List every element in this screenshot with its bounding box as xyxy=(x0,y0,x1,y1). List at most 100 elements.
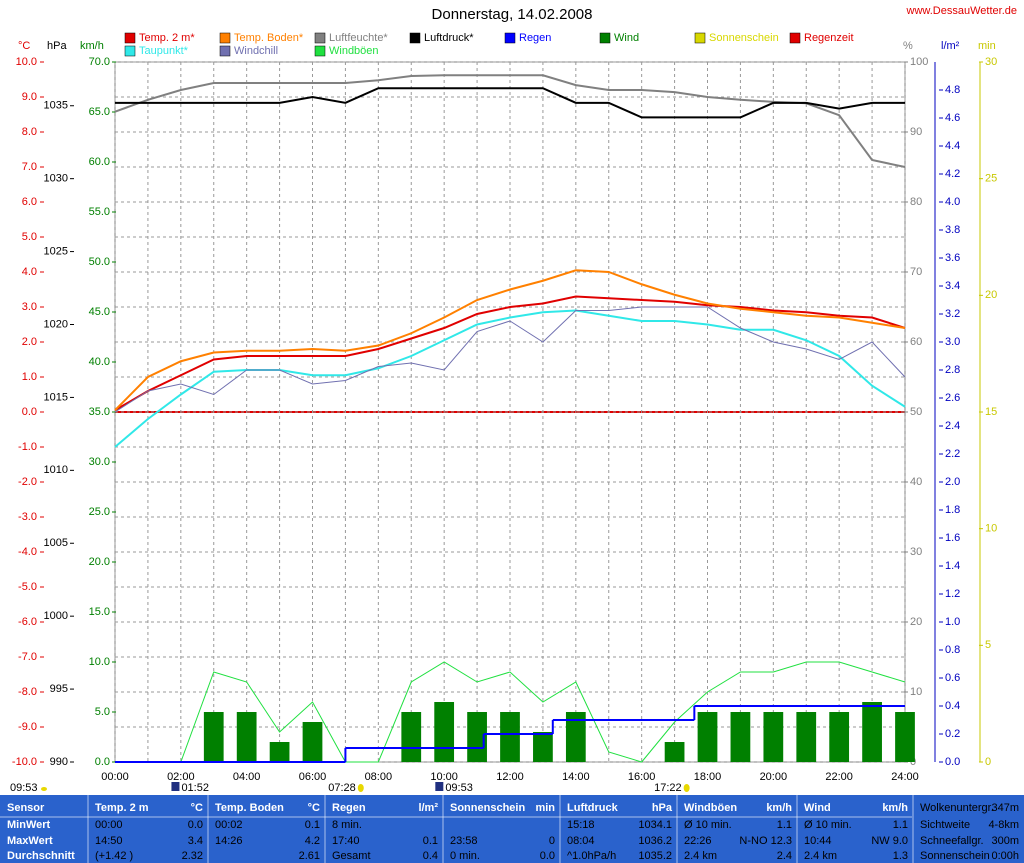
table-header: min xyxy=(535,802,555,814)
y-tick-label: 25.0 xyxy=(89,506,110,518)
table-cell: N-NO 12.3 xyxy=(739,835,792,847)
x-tick-label: 10:00 xyxy=(430,771,458,783)
wind-bar xyxy=(434,702,455,762)
y-tick-label: -5.0 xyxy=(18,581,37,593)
table-cell: 8 min. xyxy=(332,819,362,831)
moon-icon xyxy=(171,782,180,791)
legend-swatch xyxy=(409,32,421,44)
legend-swatch xyxy=(789,32,801,44)
y-tick-label: 0.4 xyxy=(945,700,960,712)
series-line xyxy=(114,306,906,413)
x-tick-label: 14:00 xyxy=(562,771,590,783)
legend-swatch xyxy=(314,45,326,57)
legend-label: Luftdruck* xyxy=(424,32,474,44)
table-cell: 22:26 xyxy=(684,835,712,847)
y-tick-label: 40 xyxy=(910,476,922,488)
table-cell: 14:26 xyxy=(215,835,243,847)
y-tick-label: -9.0 xyxy=(18,721,37,733)
table-cell: 1.1 xyxy=(777,819,792,831)
table-cell: 1.1 xyxy=(893,819,908,831)
table-cell: Sonnenschein xyxy=(920,850,990,862)
table-header: Sensor xyxy=(7,802,45,814)
axis-unit: l/m² xyxy=(941,40,960,52)
y-tick-label: -7.0 xyxy=(18,651,37,663)
legend-swatch xyxy=(694,32,706,44)
y-tick-label: 3.4 xyxy=(945,280,960,292)
y-tick-label: 0 xyxy=(985,756,991,768)
y-tick-label: 70.0 xyxy=(89,56,110,68)
y-tick-label: 5 xyxy=(985,639,991,651)
table-header: Temp. 2 m xyxy=(95,802,149,814)
table-cell: 0.0 xyxy=(188,819,203,831)
y-tick-label: 1035 xyxy=(44,100,68,112)
table-header: km/h xyxy=(882,802,908,814)
table-header: Regen xyxy=(332,802,366,814)
table-cell: 2.4 km xyxy=(804,850,837,862)
y-tick-label: 1.6 xyxy=(945,532,960,544)
y-tick-label: 5.0 xyxy=(22,231,37,243)
table-cell: 1034.1 xyxy=(638,819,672,831)
table-cell: Wolkenuntergr. xyxy=(920,802,994,814)
table-header: Temp. Boden xyxy=(215,802,284,814)
y-tick-label: 10.0 xyxy=(16,56,37,68)
table-cell: 0.4 xyxy=(423,850,438,862)
legend-label: Temp. 2 m* xyxy=(139,32,195,44)
y-tick-label: 1.8 xyxy=(945,504,960,516)
series-line xyxy=(114,295,906,412)
y-tick-label: 15 xyxy=(985,406,997,418)
y-tick-label: 80 xyxy=(910,196,922,208)
y-tick-label: 15.0 xyxy=(89,606,110,618)
wind-bar xyxy=(533,732,553,762)
sun-icon xyxy=(683,784,690,792)
y-tick-label: 3.6 xyxy=(945,252,960,264)
series-line xyxy=(115,87,905,119)
y-tick-label: 0.0 xyxy=(22,406,37,418)
table-cell: 3.4 xyxy=(188,835,203,847)
table-cell: 2.61 xyxy=(299,850,320,862)
y-tick-label: 4.8 xyxy=(945,84,960,96)
wind-bar xyxy=(401,712,422,762)
y-tick-label: 70 xyxy=(910,266,922,278)
table-cell: 14:50 xyxy=(95,835,123,847)
table-header: l/m² xyxy=(418,802,438,814)
sun-time: 17:22 xyxy=(654,782,682,794)
y-tick-label: 0.6 xyxy=(945,672,960,684)
legend-label: Temp. Boden* xyxy=(234,32,304,44)
y-tick-label: 4.4 xyxy=(945,140,960,152)
y-tick-label: 0.0 xyxy=(95,756,110,768)
y-tick-label: 2.0 xyxy=(945,476,960,488)
y-tick-label: 65.0 xyxy=(89,106,110,118)
y-tick-label: -2.0 xyxy=(18,476,37,488)
table-cell: 0.0 xyxy=(540,850,555,862)
y-tick-label: 25 xyxy=(985,173,997,185)
y-tick-label: 3.0 xyxy=(945,336,960,348)
table-header: Wind xyxy=(804,802,831,814)
y-tick-label: 3.8 xyxy=(945,224,960,236)
sun-icon xyxy=(357,784,364,792)
axis-unit: min xyxy=(978,40,996,52)
y-tick-label: 1.0 xyxy=(945,616,960,628)
wind-bar xyxy=(565,712,586,762)
y-tick-label: 1000 xyxy=(44,610,68,622)
wind-bar xyxy=(730,712,751,762)
legend-swatch xyxy=(124,32,136,44)
table-cell: 2.4 km xyxy=(684,850,717,862)
sun-time: 07:28 xyxy=(328,782,356,794)
legend-label: Wind xyxy=(614,32,639,44)
stats-table xyxy=(0,795,1024,863)
y-tick-label: 30 xyxy=(910,546,922,558)
table-cell: 08:04 xyxy=(567,835,595,847)
table-header: °C xyxy=(191,802,203,814)
legend-swatch xyxy=(314,32,326,44)
sun-icon xyxy=(41,787,47,791)
wind-bar xyxy=(664,742,685,762)
y-tick-label: 40.0 xyxy=(89,356,110,368)
y-tick-label: 6.0 xyxy=(22,196,37,208)
y-tick-label: 3.0 xyxy=(22,301,37,313)
y-tick-label: 0.2 xyxy=(945,728,960,740)
legend-swatch xyxy=(219,45,231,57)
table-cell: (+1.42 ) xyxy=(95,850,133,862)
table-cell: Schneefallgr. xyxy=(920,835,984,847)
y-tick-label: -1.0 xyxy=(18,441,37,453)
